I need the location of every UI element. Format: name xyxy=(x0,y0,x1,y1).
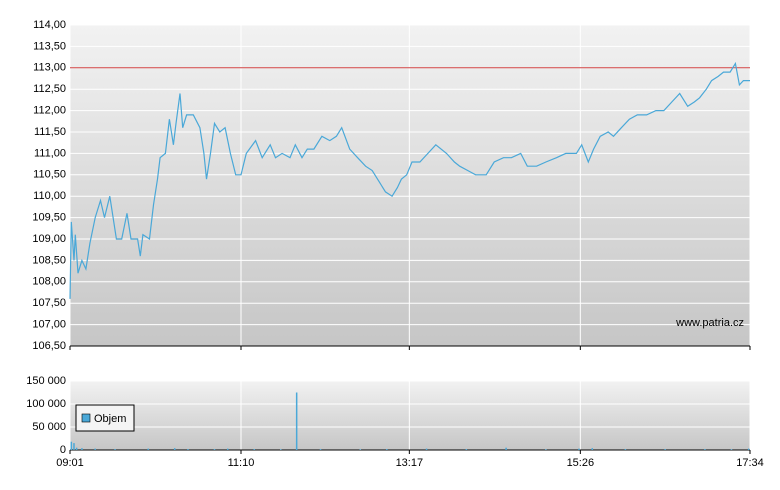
volume-bar xyxy=(81,448,83,450)
y-tick-label: 109,50 xyxy=(32,212,66,224)
volume-bar xyxy=(213,449,216,450)
volume-bar xyxy=(730,449,733,450)
y-tick-label: 112,00 xyxy=(33,105,66,117)
volume-bar xyxy=(70,441,73,450)
volume-bar xyxy=(624,449,627,450)
volume-bar xyxy=(545,449,547,450)
y-tick-label: 112,50 xyxy=(33,83,66,95)
x-tick-label: 11:10 xyxy=(228,457,255,469)
volume-bar xyxy=(173,448,176,450)
volume-bar xyxy=(114,449,116,450)
y-tick-label: 114,00 xyxy=(33,19,66,31)
volume-bar xyxy=(465,449,468,450)
price-line xyxy=(69,61,750,299)
x-tick-label: 13:17 xyxy=(396,457,424,469)
volume-bar xyxy=(295,392,298,450)
volume-bar xyxy=(187,449,189,450)
y-tick-label: 108,50 xyxy=(32,254,66,266)
volume-panel xyxy=(70,381,750,450)
volume-bar xyxy=(425,448,428,450)
y-tick-label: 108,00 xyxy=(32,276,66,288)
volume-bar xyxy=(591,448,594,450)
y-tick-label: 107,50 xyxy=(32,297,66,309)
legend-swatch xyxy=(81,413,91,423)
y-tick-label: 100 000 xyxy=(26,398,66,410)
x-tick-label: 17:34 xyxy=(736,457,764,469)
legend-label: Objem xyxy=(94,413,126,425)
volume-bar xyxy=(280,449,282,450)
y-tick-label: 106,50 xyxy=(32,340,66,352)
volume-bar xyxy=(386,449,388,450)
y-tick-label: 111,00 xyxy=(34,147,66,159)
volume-bar xyxy=(704,449,706,450)
y-tick-label: 111,50 xyxy=(34,126,66,138)
y-tick-label: 150 000 xyxy=(26,375,66,387)
volume-bar xyxy=(75,447,78,450)
y-tick-label: 109,00 xyxy=(32,233,66,245)
volume-bar xyxy=(747,448,750,450)
y-tick-label: 113,50 xyxy=(33,40,66,52)
volume-bar xyxy=(319,449,322,450)
y-tick-label: 107,00 xyxy=(32,319,66,331)
y-tick-label: 110,50 xyxy=(33,169,66,181)
y-tick-label: 110,00 xyxy=(33,190,66,202)
volume-bar xyxy=(73,443,75,450)
watermark: www.patria.cz xyxy=(675,317,744,329)
y-tick-label: 50 000 xyxy=(32,421,66,433)
volume-bar xyxy=(664,449,666,450)
y-tick-label: 113,00 xyxy=(33,62,66,74)
x-tick-label: 15:26 xyxy=(567,457,595,469)
volume-bar xyxy=(253,449,255,450)
volume-bar xyxy=(505,447,507,450)
volume-bar xyxy=(94,448,96,450)
volume-bar xyxy=(147,448,149,450)
volume-bar xyxy=(578,448,580,450)
volume-bar xyxy=(226,448,229,450)
y-tick-label: 0 xyxy=(60,444,66,456)
price-panel xyxy=(70,25,750,346)
x-tick-label: 09:01 xyxy=(56,457,84,469)
volume-bar xyxy=(359,449,362,450)
